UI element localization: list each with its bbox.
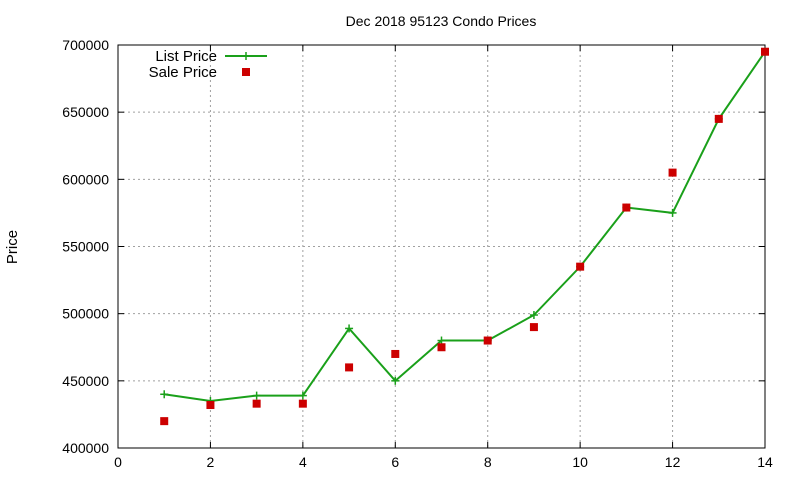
sale-price-point bbox=[668, 168, 677, 177]
y-tick-label: 450000 bbox=[62, 373, 109, 389]
series-layer bbox=[160, 47, 769, 426]
x-tick-label: 4 bbox=[299, 454, 307, 470]
y-tick-label: 600000 bbox=[62, 171, 109, 187]
y-axis-label: Price bbox=[4, 230, 21, 264]
sale-price-point bbox=[529, 323, 538, 332]
y-tick-label: 500000 bbox=[62, 306, 109, 322]
x-tick-label: 12 bbox=[665, 454, 681, 470]
sale-price-point bbox=[576, 262, 585, 271]
x-tick-label: 0 bbox=[114, 454, 122, 470]
y-tick-label: 400000 bbox=[62, 440, 109, 456]
sale-price-point bbox=[714, 114, 723, 123]
list-price-line bbox=[164, 51, 766, 402]
sale-price-point bbox=[206, 401, 215, 410]
sale-price-point bbox=[345, 363, 354, 372]
y-tick-label: 650000 bbox=[62, 104, 109, 120]
axis-ticks: 0 2 4 6 8 10 12 14 400000 450000 500000 550000 60000… bbox=[62, 37, 773, 470]
legend-label-list-price: List Price bbox=[155, 48, 217, 65]
legend-marker-sale-price bbox=[242, 68, 250, 76]
sale-price-point bbox=[391, 349, 400, 358]
x-tick-label: 8 bbox=[484, 454, 492, 470]
x-tick-label: 10 bbox=[572, 454, 588, 470]
sale-price-point bbox=[761, 47, 769, 56]
sale-price-point bbox=[483, 336, 492, 345]
list-price-point bbox=[160, 390, 169, 399]
sale-price-point bbox=[622, 203, 631, 212]
list-price-point bbox=[391, 376, 400, 385]
y-tick-label: 550000 bbox=[62, 239, 109, 255]
list-price-point bbox=[252, 391, 261, 400]
legend-label-sale-price: Sale Price bbox=[149, 64, 217, 81]
list-price-point bbox=[345, 324, 354, 333]
sale-price-point bbox=[252, 399, 261, 408]
legend-marker-list-price bbox=[242, 52, 250, 60]
sale-price-point bbox=[298, 399, 307, 408]
list-price-point bbox=[668, 208, 677, 217]
x-tick-label: 2 bbox=[207, 454, 215, 470]
list-price-point bbox=[437, 336, 446, 345]
list-price-point bbox=[298, 391, 307, 400]
sale-price-point bbox=[160, 417, 169, 426]
chart-title: Dec 2018 95123 Condo Prices bbox=[346, 13, 537, 29]
list-price-point bbox=[529, 311, 538, 320]
sale-price-point bbox=[437, 343, 446, 352]
y-tick-label: 700000 bbox=[62, 37, 109, 53]
x-tick-label: 6 bbox=[391, 454, 399, 470]
plot-frame bbox=[117, 44, 766, 449]
grid bbox=[118, 45, 765, 448]
x-tick-label: 14 bbox=[757, 454, 773, 470]
